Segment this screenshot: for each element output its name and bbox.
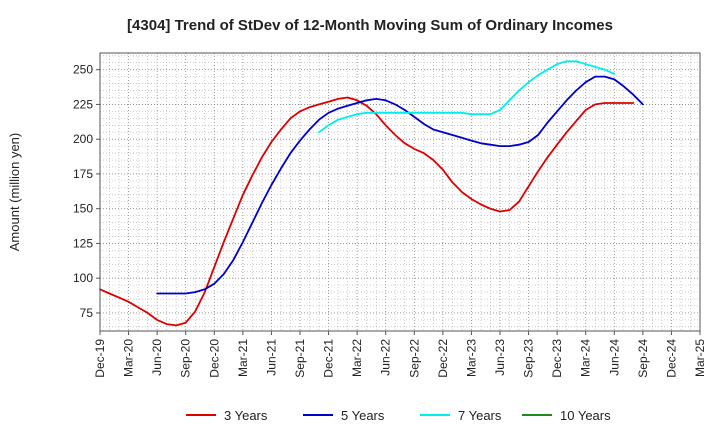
legend-label: 10 Years	[560, 408, 611, 423]
y-tick-label: 100	[73, 271, 93, 285]
x-tick-label: Dec-21	[322, 339, 336, 378]
x-tick-label: Sep-23	[522, 339, 536, 378]
series-line-3-years	[99, 96, 635, 327]
y-tick-label: 200	[73, 132, 93, 146]
x-tick-label: Sep-22	[407, 339, 421, 378]
x-axis: Dec-19 Mar-20 Jun-20 Sep-20 Dec-20 Mar-21 Jun-…	[93, 331, 707, 378]
series-lines	[99, 60, 644, 327]
x-tick-label: Jun-24	[607, 339, 621, 376]
legend: 3 Years 5 Years 7 Years 10 Years	[186, 408, 611, 423]
x-tick-label: Sep-24	[636, 339, 650, 378]
grid	[99, 53, 701, 331]
legend-label: 3 Years	[224, 408, 268, 423]
x-tick-label: Jun-23	[493, 339, 507, 376]
y-tick-label: 225	[73, 97, 93, 111]
plot-frame	[99, 52, 701, 332]
y-tick-label: 150	[73, 202, 93, 216]
chart-title: [4304] Trend of StDev of 12-Month Moving…	[127, 17, 613, 34]
series-line-7-years	[318, 60, 616, 134]
x-tick-label: Dec-22	[436, 339, 450, 378]
series-line-5-years	[156, 75, 644, 295]
y-tick-label: 75	[80, 306, 94, 320]
y-axis: 75 100 125 150 175 200 225 250	[73, 63, 100, 320]
y-tick-label: 250	[73, 63, 93, 77]
x-tick-label: Sep-20	[179, 339, 193, 378]
x-tick-label: Mar-23	[464, 339, 478, 377]
x-tick-label: Dec-24	[664, 339, 678, 378]
x-tick-label: Mar-21	[236, 339, 250, 377]
y-axis-label: Amount (million yen)	[7, 133, 22, 252]
legend-label: 7 Years	[458, 408, 502, 423]
x-tick-label: Jun-22	[379, 339, 393, 376]
x-tick-label: Sep-21	[293, 339, 307, 378]
x-tick-label: Mar-24	[579, 339, 593, 377]
x-tick-label: Mar-25	[693, 339, 707, 377]
x-tick-label: Jun-20	[150, 339, 164, 376]
x-tick-label: Dec-23	[550, 339, 564, 378]
y-tick-label: 125	[73, 236, 93, 250]
x-tick-label: Mar-20	[122, 339, 136, 377]
y-tick-label: 175	[73, 167, 93, 181]
x-tick-label: Dec-19	[93, 339, 107, 378]
x-tick-label: Dec-20	[207, 339, 221, 378]
legend-label: 5 Years	[341, 408, 385, 423]
x-tick-label: Jun-21	[264, 339, 278, 376]
x-tick-label: Mar-22	[350, 339, 364, 377]
